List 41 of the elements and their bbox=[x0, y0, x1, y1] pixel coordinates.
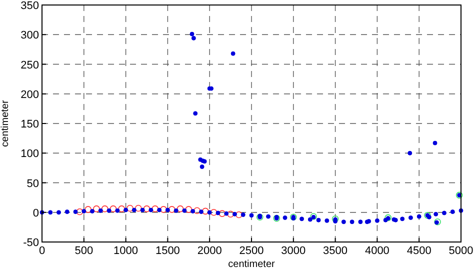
point bbox=[101, 205, 108, 212]
point bbox=[126, 204, 134, 212]
x-tick-label: 2000 bbox=[197, 245, 222, 257]
point bbox=[236, 211, 242, 218]
point bbox=[76, 208, 84, 216]
y-tick-label: 300 bbox=[20, 30, 39, 42]
point bbox=[227, 210, 234, 218]
x-tick-label: 1500 bbox=[155, 245, 180, 257]
y-tick-label: -50 bbox=[23, 237, 39, 249]
y-tick-label: 150 bbox=[20, 118, 39, 130]
x-tick-label: 4500 bbox=[406, 245, 432, 257]
y-tick-label: 250 bbox=[20, 59, 39, 72]
point bbox=[185, 206, 192, 213]
point bbox=[134, 204, 142, 212]
point bbox=[194, 207, 200, 214]
point bbox=[93, 205, 100, 212]
point bbox=[118, 205, 126, 212]
point bbox=[168, 206, 176, 213]
x-axis-title: centimeter bbox=[228, 259, 276, 269]
point bbox=[152, 205, 159, 212]
y-tick-label: 350 bbox=[20, 0, 39, 12]
y-tick-label: 0 bbox=[32, 207, 39, 220]
x-tick-label: 3500 bbox=[323, 245, 348, 257]
x-tick-label: 1000 bbox=[114, 245, 138, 257]
x-tick-label: 3000 bbox=[281, 245, 306, 257]
point bbox=[110, 205, 117, 212]
x-tick-label: 2500 bbox=[239, 245, 264, 257]
point bbox=[176, 205, 184, 212]
point bbox=[84, 206, 92, 213]
x-tick-label: 500 bbox=[74, 245, 94, 257]
point bbox=[218, 210, 226, 217]
y-tick-label: 100 bbox=[20, 148, 39, 160]
x-tick-label: 5000 bbox=[448, 245, 474, 257]
point bbox=[160, 206, 167, 213]
point bbox=[210, 208, 218, 216]
point bbox=[143, 205, 150, 212]
x-tick-label: 4000 bbox=[364, 245, 390, 257]
point bbox=[202, 208, 209, 215]
y-tick-label: 50 bbox=[26, 178, 39, 190]
y-tick-label: 200 bbox=[20, 88, 39, 101]
y-axis-title: centimeter bbox=[0, 99, 11, 147]
